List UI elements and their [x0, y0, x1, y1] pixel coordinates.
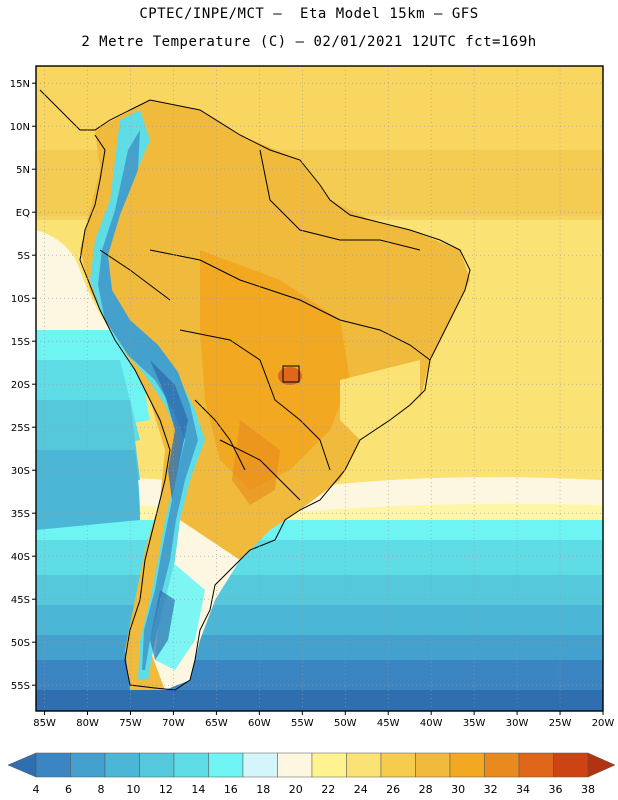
lat-label: 15S [11, 337, 30, 348]
colorbar-swatch [518, 752, 554, 778]
lon-label: 70W [162, 718, 185, 729]
colorbar-label: 4 [33, 783, 40, 796]
map-frame [35, 65, 604, 712]
colorbar-swatch [242, 752, 278, 778]
colorbar-label: 10 [126, 783, 140, 796]
longitude-axis: 85W 80W 75W 70W 65W 60W 55W 50W 45W 40W 35W 30W 25W 2… [33, 711, 614, 729]
colorbar-swatch [449, 752, 485, 778]
lat-label: 10S [11, 294, 30, 305]
lon-label: 45W [377, 718, 400, 729]
lon-label: 80W [76, 718, 99, 729]
lon-label: 25W [549, 718, 572, 729]
colorbar-swatch [208, 752, 244, 778]
colorbar-swatch [35, 752, 71, 778]
lat-label: 45S [11, 595, 30, 606]
colorbar-swatch [346, 752, 382, 778]
colorbar-label: 8 [97, 783, 104, 796]
lon-label: 50W [334, 718, 357, 729]
lat-label: 5N [16, 165, 30, 176]
colorbar-label: 22 [321, 783, 335, 796]
lat-label: 5S [17, 251, 30, 262]
colorbar: 4 6 8 10 12 14 16 18 20 22 24 26 28 30 32 34 36 38 [7, 752, 616, 796]
colorbar-label: 26 [386, 783, 400, 796]
colorbar-label: 28 [419, 783, 433, 796]
lat-label: 20S [11, 380, 30, 391]
lon-label: 65W [205, 718, 228, 729]
lon-label: 20W [592, 718, 615, 729]
colorbar-label: 30 [451, 783, 465, 796]
colorbar-label: 36 [549, 783, 563, 796]
coastlines [39, 89, 471, 691]
colorbar-label: 6 [65, 783, 72, 796]
colorbar-swatch [553, 752, 589, 778]
lon-label: 40W [420, 718, 443, 729]
lon-label: 60W [248, 718, 271, 729]
colorbar-label: 24 [354, 783, 368, 796]
colorbar-label: 16 [224, 783, 238, 796]
lat-label: 40S [11, 552, 30, 563]
lon-label: 55W [291, 718, 314, 729]
colorbar-swatch [484, 752, 520, 778]
latitude-axis: 15N 10N 5N EQ 5S 10S 15S 20S 25S 30S 35S 40S 45S 50S 5… [10, 79, 36, 692]
colorbar-arrow-high [587, 752, 616, 778]
lon-label: 75W [119, 718, 142, 729]
colorbar-label: 32 [484, 783, 498, 796]
lon-label: 35W [463, 718, 486, 729]
colorbar-label: 14 [191, 783, 205, 796]
colorbar-swatch [70, 752, 106, 778]
lat-label: 15N [10, 79, 30, 90]
colorbar-swatch [277, 752, 313, 778]
lat-label: 50S [11, 638, 30, 649]
lat-label: 35S [11, 509, 30, 520]
colorbar-label: 34 [516, 783, 530, 796]
map-gridlines [36, 66, 604, 711]
lat-label: 55S [11, 681, 30, 692]
colorbar-label: 12 [159, 783, 173, 796]
colorbar-swatch [104, 752, 140, 778]
colorbar-label: 18 [256, 783, 270, 796]
lat-label: 30S [11, 466, 30, 477]
lat-label: 10N [10, 122, 30, 133]
colorbar-swatch [415, 752, 451, 778]
colorbar-swatch [380, 752, 416, 778]
lat-label: 25S [11, 423, 30, 434]
colorbar-label: 20 [289, 783, 303, 796]
colorbar-label: 38 [581, 783, 595, 796]
lat-label: EQ [16, 208, 30, 219]
colorbar-arrow-low [7, 752, 37, 778]
colorbar-swatch [311, 752, 347, 778]
map-field [36, 66, 603, 711]
colorbar-swatch [139, 752, 175, 778]
map-title-line2: 2 Metre Temperature (C) – 02/01/2021 12U… [81, 34, 537, 50]
lon-label: 85W [33, 718, 56, 729]
map-title-line1: CPTEC/INPE/MCT – Eta Model 15km – GFS [139, 6, 479, 22]
lon-label: 30W [506, 718, 529, 729]
colorbar-swatch [173, 752, 209, 778]
